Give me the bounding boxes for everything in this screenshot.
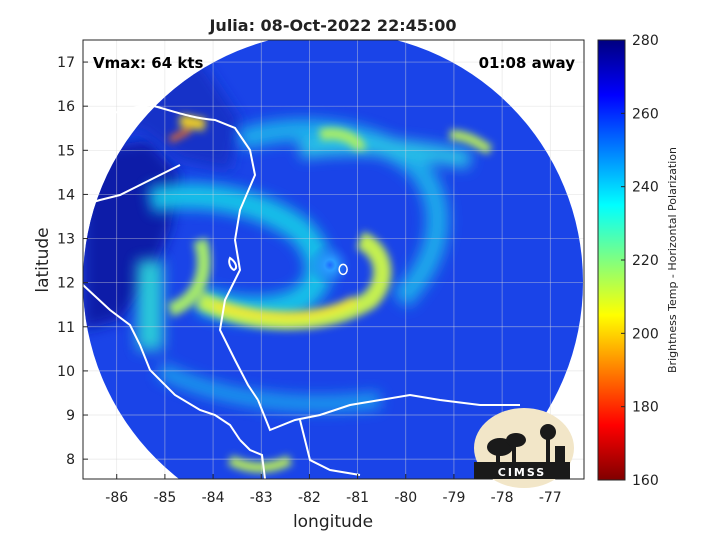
y-axis-label: latitude — [33, 227, 53, 292]
x-tick-label: -77 — [539, 490, 562, 506]
y-tick-label: 14 — [57, 187, 75, 203]
storm-eye-outline — [338, 263, 348, 276]
x-axis-label: longitude — [293, 512, 373, 532]
x-tick-label: -85 — [153, 490, 176, 506]
x-tick-label: -84 — [202, 490, 225, 506]
cimss-logo-text: CIMSS — [498, 466, 546, 479]
x-tick-label: -80 — [394, 490, 417, 506]
y-tick-label: 15 — [57, 143, 75, 159]
chart-title: Julia: 08-Oct-2022 22:45:00 — [208, 16, 456, 35]
y-tick-label: 16 — [57, 99, 75, 115]
x-tick-label: -81 — [346, 490, 369, 506]
time-away-annotation: 01:08 away — [479, 54, 576, 72]
y-tick-label: 10 — [57, 364, 75, 380]
x-tick-label: -82 — [298, 490, 321, 506]
colorbar-tick-labels: 160 180 200 220 240 260 280 — [621, 33, 659, 489]
y-tick-label: 13 — [57, 232, 75, 248]
y-tick-label: 11 — [57, 320, 75, 336]
colorbar-tick-label: 260 — [632, 106, 659, 122]
y-tick-labels: 8 9 10 11 12 13 14 15 16 17 — [57, 55, 88, 468]
colorbar-label: Brightness Temp - Horizontal Polarizatio… — [666, 147, 679, 373]
y-tick-label: 8 — [66, 452, 75, 468]
y-tick-label: 12 — [57, 276, 75, 292]
x-tick-label: -79 — [442, 490, 465, 506]
brightness-temperature-field — [83, 40, 584, 479]
x-tick-label: -86 — [105, 490, 128, 506]
grid-lines — [83, 40, 584, 479]
y-tick-label: 9 — [66, 408, 75, 424]
colorbar-gradient — [597, 39, 626, 481]
colorbar: 160 180 200 220 240 260 280 Brightness Temp - … — [597, 33, 679, 489]
x-tick-labels: -86 -85 -84 -83 -82 -81 -80 -79 -78 -77 — [105, 474, 562, 506]
colorbar-tick-label: 180 — [632, 400, 659, 416]
coastlines — [83, 91, 520, 479]
colorbar-tick-label: 200 — [632, 326, 659, 342]
y-tick-label: 17 — [57, 55, 75, 71]
colorbar-tick-label: 240 — [632, 180, 659, 196]
colorbar-tick-label: 160 — [632, 473, 659, 489]
x-tick-label: -78 — [491, 490, 514, 506]
cimss-logo: CIMSS — [474, 408, 574, 488]
colorbar-tick-label: 220 — [632, 253, 659, 269]
x-tick-label: -83 — [250, 490, 273, 506]
vmax-annotation: Vmax: 64 kts — [93, 54, 203, 72]
axes-frame — [82, 39, 585, 480]
colorbar-tick-label: 280 — [632, 33, 659, 49]
